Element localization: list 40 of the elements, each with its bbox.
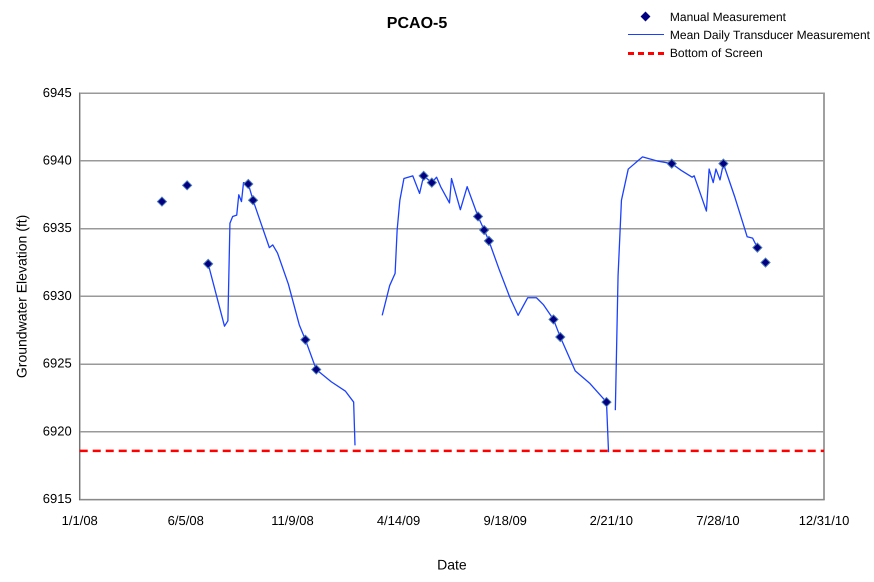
point	[752, 242, 762, 253]
point	[548, 314, 558, 324]
point	[248, 195, 258, 206]
x-tick-label: 2/21/10	[590, 512, 633, 528]
x-tick-label: 6/5/08	[168, 512, 204, 528]
point	[311, 364, 322, 375]
x-tick-label: 4/14/09	[376, 512, 420, 528]
point	[760, 258, 771, 268]
point	[203, 258, 214, 269]
point	[473, 211, 484, 222]
point	[666, 158, 677, 169]
point	[418, 170, 429, 181]
point	[426, 178, 437, 188]
y-tick-label: 6925	[42, 356, 72, 371]
chart-title: PCAO-5	[386, 15, 448, 32]
x-tick-label: 1/1/08	[62, 512, 98, 528]
y-tick-label: 6920	[42, 423, 72, 438]
point	[555, 332, 566, 342]
x-tick-label: 9/18/09	[484, 512, 527, 528]
point	[182, 180, 192, 190]
point	[718, 158, 728, 169]
y-tick-label: 6930	[42, 288, 72, 303]
x-axis-title: Date	[437, 556, 467, 572]
y-tick-label: 6915	[42, 491, 72, 506]
point	[243, 178, 254, 189]
point	[484, 236, 494, 246]
point	[156, 196, 167, 207]
x-tick-label: 11/9/08	[271, 512, 314, 528]
x-tick-label: 12/31/10	[798, 512, 850, 528]
legend-label: Manual Measurement	[670, 10, 786, 24]
y-axis-title: Groundwater Elevation (ft)	[13, 214, 30, 378]
legend-label: Mean Daily Transducer Measurement	[670, 28, 870, 42]
point	[300, 334, 310, 345]
y-tick-label: 6940	[42, 152, 72, 168]
point	[601, 397, 612, 408]
point	[479, 225, 490, 236]
y-tick-label: 6935	[42, 220, 72, 236]
y-tick-label: 6945	[42, 84, 72, 100]
x-tick-label: 7/28/10	[696, 512, 740, 528]
legend-label: Bottom of Screen	[670, 46, 763, 60]
